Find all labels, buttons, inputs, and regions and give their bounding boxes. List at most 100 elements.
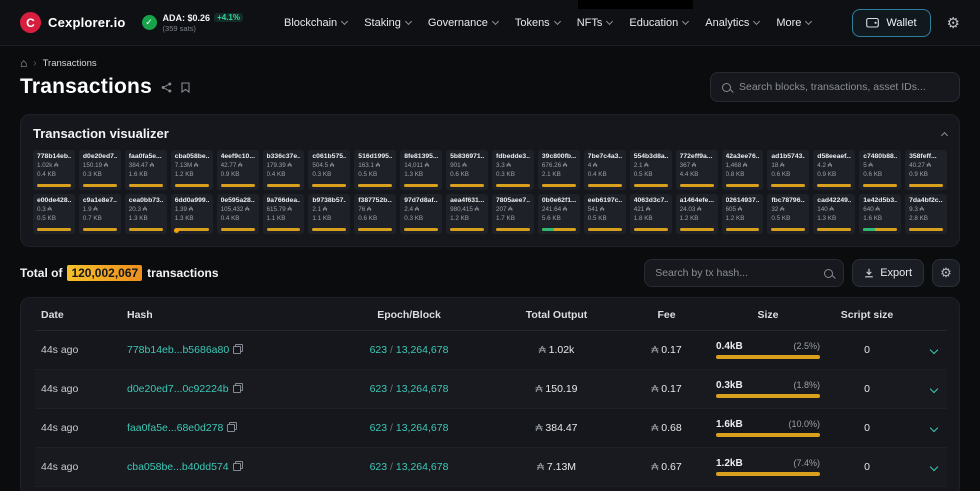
tx-visualizer-card[interactable]: cba058be...7.13M ₳1.2 KB (171, 150, 213, 190)
tx-visualizer-card[interactable]: 0b0e62f1...241.64 ₳5.6 KB (538, 194, 580, 234)
tx-visualizer-card[interactable]: 02614937...605 ₳1.2 KB (722, 194, 764, 234)
copy-icon[interactable] (233, 344, 243, 354)
tx-visualizer-card[interactable]: 7805aee7...207 ₳1.7 KB (492, 194, 534, 234)
nav-item-more[interactable]: More (776, 17, 811, 29)
block-link[interactable]: 13,264,678 (396, 461, 449, 473)
tx-visualizer-card[interactable]: 1e42d5b3...640 ₳1.6 KB (859, 194, 901, 234)
tx-visualizer-card[interactable]: 358feff...40.27 ₳0.9 KB (905, 150, 947, 190)
block-link[interactable]: 13,264,678 (396, 344, 449, 356)
epoch-link[interactable]: 623 (370, 383, 388, 395)
col-script-size[interactable]: Script size (827, 300, 907, 331)
nav-item-nfts[interactable]: NFTs (577, 17, 613, 29)
tx-visualizer-card[interactable]: b9738b57...2.1 ₳1.1 KB (308, 194, 350, 234)
copy-icon[interactable] (227, 422, 237, 432)
epoch-link[interactable]: 623 (370, 422, 388, 434)
nav-item-education[interactable]: Education (629, 17, 688, 29)
collapse-chevron-icon[interactable] (941, 131, 948, 138)
tx-table-row[interactable]: 44s agofaa0fa5e...68e0d278623 / 13,264,6… (35, 409, 947, 448)
epoch-link[interactable]: 623 (370, 461, 388, 473)
tx-visualizer-card[interactable]: 7be7c4a3...4 ₳0.4 KB (584, 150, 626, 190)
tx-visualizer-card[interactable]: fbc78796...32 ₳0.5 KB (767, 194, 809, 234)
tx-visualizer-card[interactable]: a1464efe...24.03 ₳1.2 KB (676, 194, 718, 234)
settings-gear-icon[interactable]: ⚙ (947, 14, 960, 32)
tx-visualizer-card[interactable]: fdbedde3...3.3 ₳0.3 KB (492, 150, 534, 190)
tx-visualizer-card[interactable]: f387752b...76 ₳0.6 KB (354, 194, 396, 234)
tx-visualizer-card[interactable]: faa0fa5e...384.47 ₳1.6 KB (125, 150, 167, 190)
page-title: Transactions (20, 75, 152, 99)
expand-row-chevron-icon[interactable] (930, 346, 938, 354)
ada-price-widget[interactable]: ✓ ADA: $0.26 +4.1% (359 sats) (142, 13, 243, 33)
export-button[interactable]: Export (852, 259, 924, 287)
tx-visualizer-card[interactable]: eeb6197c...541 ₳0.5 KB (584, 194, 626, 234)
copy-icon[interactable] (233, 461, 243, 471)
tx-visualizer-card[interactable]: 5b836971...901 ₳0.6 KB (446, 150, 488, 190)
tx-visualizer-card[interactable]: d58eeaef...4.2 ₳0.9 KB (813, 150, 855, 190)
tx-hash-link[interactable]: cba058be...b40dd574 (127, 461, 229, 473)
copy-icon[interactable] (233, 383, 243, 393)
brand[interactable]: C Cexplorer.io (20, 12, 126, 33)
tx-hash-search-input[interactable] (655, 267, 818, 279)
nav-item-blockchain[interactable]: Blockchain (284, 17, 347, 29)
tx-visualizer-card[interactable]: 7da4bf2c...9.3 ₳2.8 KB (905, 194, 947, 234)
col-fee[interactable]: Fee (624, 300, 709, 331)
nav-item-tokens[interactable]: Tokens (515, 17, 560, 29)
tx-visualizer-card[interactable]: aea4f631...980,415 ₳1.2 KB (446, 194, 488, 234)
tx-hash-link[interactable]: 778b14eb...b5686a80 (127, 344, 229, 356)
tx-visualizer-card[interactable]: 9a766dea...615.79 ₳1.1 KB (263, 194, 305, 234)
tx-visualizer-card[interactable]: 0e595a28...105,432 ₳0.4 KB (217, 194, 259, 234)
tx-visualizer-card[interactable]: cad42249...140 ₳1.3 KB (813, 194, 855, 234)
col-size[interactable]: Size (709, 300, 827, 331)
bookmark-icon[interactable] (181, 82, 190, 93)
tx-visualizer-card[interactable]: 6dd0a999...1.39 ₳1.3 KB (171, 194, 213, 234)
nav-item-staking[interactable]: Staking (364, 17, 411, 29)
tx-visualizer-card[interactable]: c7480b88...5 ₳0.6 KB (859, 150, 901, 190)
tx-visualizer-card[interactable]: 772eff9a...367 ₳4.4 KB (676, 150, 718, 190)
tx-visualizer-card[interactable]: 516d1995...163.1 ₳0.5 KB (354, 150, 396, 190)
wallet-button[interactable]: Wallet (852, 9, 930, 37)
tx-table-row[interactable]: 44s ago778b14eb...b5686a80623 / 13,264,6… (35, 331, 947, 370)
tx-visualizer-card[interactable]: 4063d3c7...421 ₳1.8 KB (630, 194, 672, 234)
nav-item-governance[interactable]: Governance (428, 17, 498, 29)
tx-visualizer-card[interactable]: 4eef9c10...42.77 ₳0.9 KB (217, 150, 259, 190)
tx-hash-link[interactable]: faa0fa5e...68e0d278 (127, 422, 223, 434)
tx-table-row[interactable]: 44s agocba058be...b40dd574623 / 13,264,6… (35, 448, 947, 487)
table-settings-button[interactable]: ⚙ (932, 259, 960, 287)
tx-visualizer-card[interactable]: 554b3d8a...2.1 ₳0.5 KB (630, 150, 672, 190)
tx-visualizer-card[interactable]: 778b14eb...1.02k ₳0.4 KB (33, 150, 75, 190)
tx-visualizer-card[interactable]: c9a1e8e7...1.9 ₳0.7 KB (79, 194, 121, 234)
tx-size-percent: (1.8%) (793, 380, 820, 390)
tx-date: 44s ago (35, 487, 121, 491)
tx-hash: fbc78796... (771, 197, 805, 204)
block-link[interactable]: 13,264,678 (396, 422, 449, 434)
col-hash[interactable]: Hash (121, 300, 329, 331)
col-total-output[interactable]: Total Output (489, 300, 624, 331)
tx-visualizer-card[interactable]: 97d7d8af...2.4 ₳0.3 KB (400, 194, 442, 234)
tx-table-row[interactable]: 44s agod0e20ed7...0c92224b623 / 13,264,6… (35, 370, 947, 409)
epoch-link[interactable]: 623 (370, 344, 388, 356)
nav-item-analytics[interactable]: Analytics (705, 17, 759, 29)
expand-row-chevron-icon[interactable] (930, 424, 938, 432)
share-icon[interactable] (161, 82, 172, 93)
col-date[interactable]: Date (35, 300, 121, 331)
block-link[interactable]: 13,264,678 (396, 383, 449, 395)
tx-visualizer-card[interactable]: 8fe81395...14,011 ₳1.3 KB (400, 150, 442, 190)
tx-size: 1.3 KB (404, 171, 438, 178)
tx-hash-search[interactable] (644, 259, 844, 287)
global-search[interactable] (710, 72, 960, 102)
home-icon[interactable]: ⌂ (20, 56, 27, 70)
tx-visualizer-card[interactable]: c061b575...504.5 ₳0.3 KB (308, 150, 350, 190)
tx-visualizer-card[interactable]: b336c37e...179.39 ₳0.4 KB (263, 150, 305, 190)
tx-table-row[interactable]: 44s ago4eef9c10...623 / 13,264,678₳ 42.7… (35, 487, 947, 491)
tx-visualizer-card[interactable]: ad1b5743...18 ₳0.6 KB (767, 150, 809, 190)
col-epoch-block[interactable]: Epoch/Block (329, 300, 489, 331)
global-search-input[interactable] (739, 81, 948, 93)
tx-visualizer-card[interactable]: 39c800fb...676.26 ₳2.1 KB (538, 150, 580, 190)
tx-visualizer-card[interactable]: 42a3ee76...1,468 ₳0.8 KB (722, 150, 764, 190)
tx-hash-link[interactable]: d0e20ed7...0c92224b (127, 383, 229, 395)
expand-row-chevron-icon[interactable] (930, 463, 938, 471)
tx-visualizer-card[interactable]: e00de428...0.3 ₳0.5 KB (33, 194, 75, 234)
expand-row-chevron-icon[interactable] (930, 385, 938, 393)
tx-visualizer-card[interactable]: d0e20ed7...150.19 ₳0.3 KB (79, 150, 121, 190)
tx-visualizer-card[interactable]: cea0bb73...20.3 ₳1.3 KB (125, 194, 167, 234)
tx-indicator-dot (174, 228, 179, 233)
